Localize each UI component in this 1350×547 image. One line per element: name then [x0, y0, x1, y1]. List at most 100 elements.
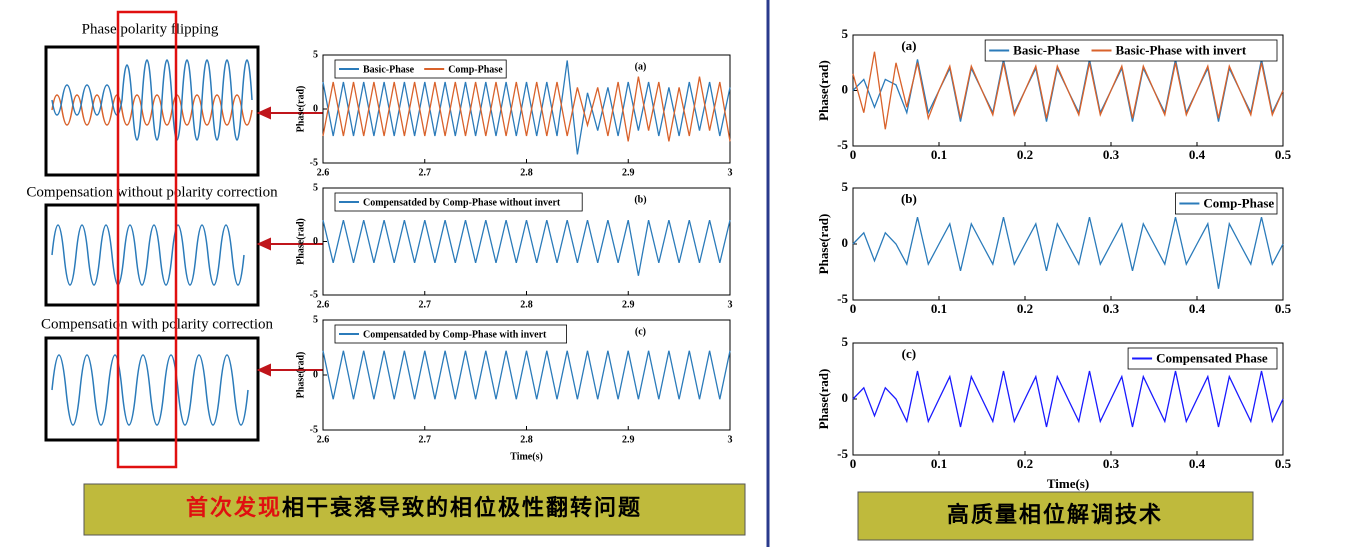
inset-label: Phase polarity flipping — [82, 21, 219, 37]
x-tick-label: 0.2 — [1017, 456, 1033, 471]
legend-box — [334, 192, 583, 212]
annotation: (a) — [635, 61, 647, 72]
y-axis-label: Phase(rad) — [816, 214, 831, 275]
annotation: (b) — [901, 191, 917, 206]
y-tick-label: 5 — [842, 179, 849, 194]
legend-label: Basic-Phase — [1013, 42, 1080, 57]
x-tick-label: 0.5 — [1275, 301, 1292, 316]
y-axis-label: Phase(rad) — [295, 86, 306, 133]
y-tick-label: 0 — [313, 369, 318, 380]
legend-label: Compensated Phase — [1156, 350, 1268, 365]
x-tick-label: 2.6 — [317, 167, 330, 178]
x-tick-label: 2.7 — [419, 299, 432, 310]
x-tick-label: 0 — [850, 456, 857, 471]
y-tick-label: -5 — [837, 446, 848, 461]
banner — [83, 483, 746, 536]
x-tick-label: 2.7 — [419, 434, 432, 445]
banner — [857, 491, 1254, 541]
banner-highlight: 首次发现 — [186, 495, 282, 520]
inset — [44, 336, 260, 442]
highlight-box — [116, 10, 178, 469]
y-tick-label: 0 — [842, 390, 849, 405]
legend-label: Compensatded by Comp-Phase without inver… — [363, 197, 561, 208]
inset-label: Compensation without polarity correction — [26, 184, 278, 200]
x-tick-label: 2.9 — [622, 434, 635, 445]
series-line — [322, 76, 731, 142]
x-tick-label: 2.6 — [317, 434, 330, 445]
series-line — [322, 219, 731, 276]
legend-label: Comp-Phase — [448, 64, 503, 75]
y-tick-label: -5 — [310, 424, 318, 435]
x-tick-label: 2.8 — [520, 299, 533, 310]
x-tick-label: 0.2 — [1017, 301, 1033, 316]
x-tick-label: 0.3 — [1103, 456, 1120, 471]
y-tick-label: 5 — [313, 49, 318, 60]
legend-label: Compensatded by Comp-Phase with invert — [363, 329, 547, 340]
inset — [44, 45, 260, 177]
x-tick-label: 0.4 — [1189, 456, 1206, 471]
y-tick-label: 5 — [842, 26, 849, 41]
x-tick-label: 0.3 — [1103, 147, 1120, 162]
y-tick-label: 5 — [313, 182, 318, 193]
y-tick-label: 5 — [842, 334, 849, 349]
x-tick-label: 0.5 — [1275, 456, 1292, 471]
y-axis-label: Phase(rad) — [816, 369, 831, 430]
annotation: (a) — [901, 38, 916, 53]
series-line — [852, 370, 1284, 428]
x-tick-label: 2.8 — [520, 167, 533, 178]
y-axis-label: Phase(rad) — [295, 218, 306, 265]
x-tick-label: 0.1 — [931, 456, 947, 471]
legend-box — [334, 324, 568, 344]
y-axis-label: Phase(rad) — [816, 60, 831, 121]
x-tick-label: 2.9 — [622, 299, 635, 310]
x-axis-label: Time(s) — [510, 451, 543, 462]
x-tick-label: 0.3 — [1103, 301, 1120, 316]
series-line — [852, 216, 1284, 289]
y-tick-label: -5 — [837, 291, 848, 306]
y-tick-label: -5 — [310, 157, 318, 168]
x-tick-label: 0.1 — [931, 301, 947, 316]
y-tick-label: -5 — [837, 137, 848, 152]
series-line — [852, 51, 1284, 130]
legend-box — [1127, 347, 1278, 370]
x-tick-label: 2.8 — [520, 434, 533, 445]
inset-label: Compensation with polarity correction — [41, 316, 274, 332]
annotation: (c) — [902, 346, 916, 361]
x-tick-label: 2.9 — [622, 167, 635, 178]
legend-box — [334, 59, 507, 79]
y-tick-label: -5 — [310, 289, 318, 300]
y-tick-label: 0 — [842, 235, 849, 250]
x-tick-label: 0.5 — [1275, 147, 1292, 162]
inset — [44, 203, 260, 307]
series-line — [322, 350, 731, 400]
x-tick-label: 2.6 — [317, 299, 330, 310]
legend-label: Basic-Phase with invert — [1116, 42, 1247, 57]
y-tick-label: 5 — [313, 314, 318, 325]
legend-box — [1175, 192, 1278, 215]
legend-box — [984, 39, 1278, 62]
x-axis-label: Time(s) — [1047, 476, 1089, 491]
banner-rest: 相干衰落导致的相位极性翻转问题 — [282, 495, 642, 520]
banner-text: 高质量相位解调技术 — [947, 502, 1163, 527]
legend-label: Basic-Phase — [363, 64, 415, 75]
series-line — [322, 60, 731, 155]
banner-text: 首次发现相干衰落导致的相位极性翻转问题 — [186, 495, 642, 520]
x-tick-label: 0.1 — [931, 147, 947, 162]
x-tick-label: 3 — [728, 434, 733, 445]
x-tick-label: 0.4 — [1189, 147, 1206, 162]
x-tick-label: 0 — [850, 147, 857, 162]
x-tick-label: 2.7 — [419, 167, 432, 178]
x-tick-label: 0.4 — [1189, 301, 1206, 316]
legend-label: Comp-Phase — [1203, 195, 1274, 210]
x-tick-label: 0.2 — [1017, 147, 1033, 162]
y-tick-label: 0 — [842, 81, 849, 96]
y-tick-label: 0 — [313, 103, 318, 114]
x-tick-label: 3 — [728, 299, 733, 310]
y-tick-label: 0 — [313, 236, 318, 247]
y-axis-label: Phase(rad) — [295, 352, 306, 399]
annotation: (b) — [634, 194, 646, 205]
annotation: (c) — [635, 326, 646, 337]
x-tick-label: 0 — [850, 301, 857, 316]
x-tick-label: 3 — [728, 167, 733, 178]
